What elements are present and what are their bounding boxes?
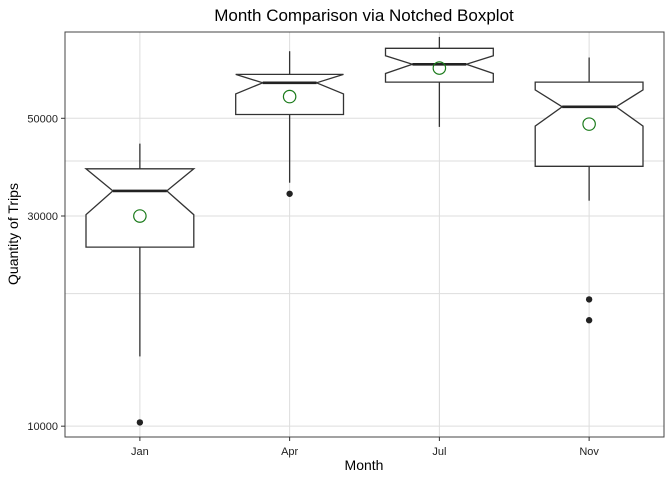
outlier-point (585, 317, 593, 324)
box-apr (235, 51, 345, 197)
y-axis-title: Quantity of Trips (5, 183, 21, 285)
box-jan (84, 143, 196, 426)
x-tick-label: Nov (579, 446, 599, 458)
outlier-point (286, 190, 293, 197)
boxes-layer (84, 36, 644, 426)
notched-box (84, 168, 196, 248)
axes: 10000 30000 50000 Jan Apr Jul Nov (27, 113, 599, 458)
notched-box (235, 73, 345, 116)
mean-marker (133, 209, 147, 223)
x-tick-label: Apr (281, 446, 298, 458)
y-tick-label: 10000 (27, 421, 58, 433)
x-tick-label: Jul (432, 446, 446, 458)
outlier-point (136, 419, 144, 426)
outlier-point (585, 296, 593, 303)
mean-marker (432, 61, 447, 75)
panel-border (64, 31, 665, 438)
notched-box (534, 81, 644, 167)
box-nov (534, 57, 644, 324)
chart-title: Month Comparison via Notched Boxplot (214, 6, 514, 25)
y-tick-label: 30000 (27, 211, 58, 223)
x-axis-title: Month (345, 457, 384, 473)
x-tick-label: Jan (131, 446, 149, 458)
y-tick-label: 50000 (27, 113, 58, 125)
mean-marker (582, 117, 596, 131)
box-jul (384, 36, 494, 127)
mean-marker (282, 89, 297, 104)
